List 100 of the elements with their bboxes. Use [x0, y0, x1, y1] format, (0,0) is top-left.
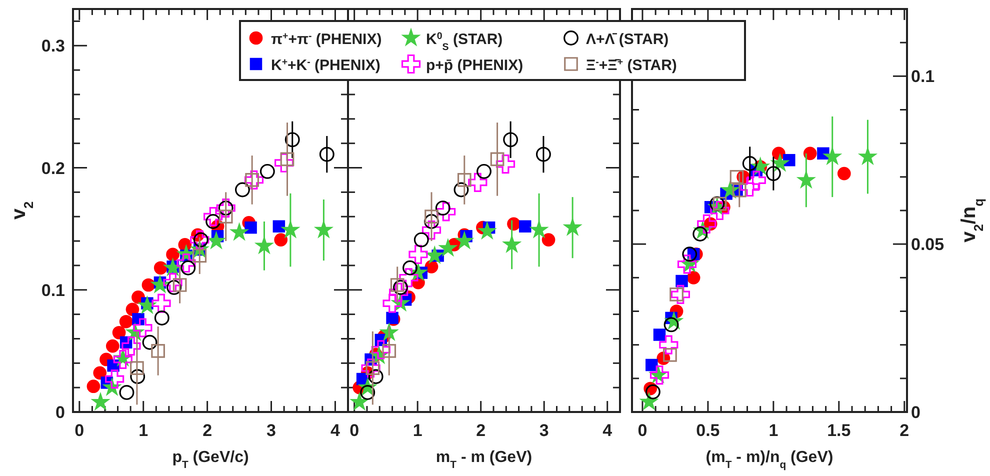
point	[732, 183, 746, 198]
point	[414, 232, 429, 248]
point	[822, 146, 842, 166]
legend-label: K$^{0}$$_{S}$ (STAR)	[426, 30, 503, 52]
x-tick-label: 1	[412, 421, 422, 440]
point	[424, 214, 439, 229]
point	[422, 220, 442, 240]
legend-label: Ξ$^{-}$+Ξ̄$^{+}$ (STAR)	[586, 56, 677, 74]
point	[130, 369, 146, 384]
point	[740, 177, 760, 197]
legend-label: p+p̄ (PHENIX)	[426, 57, 524, 74]
point	[682, 246, 698, 262]
point	[229, 222, 250, 241]
point	[368, 369, 384, 384]
x-tick-label: 4	[330, 421, 340, 440]
x-tick-label: 0	[638, 421, 648, 440]
point	[742, 156, 758, 171]
point	[686, 271, 700, 284]
point	[151, 344, 165, 358]
point	[150, 274, 170, 294]
point	[697, 214, 716, 234]
point	[468, 172, 488, 192]
point	[133, 318, 152, 338]
point	[280, 220, 300, 238]
x-tick-label: 1	[138, 421, 148, 440]
point	[766, 166, 781, 182]
point	[502, 234, 522, 254]
point	[457, 173, 472, 187]
point	[670, 284, 690, 304]
point	[562, 217, 582, 236]
y-tick-label: 0.2	[41, 158, 65, 178]
point	[542, 233, 556, 246]
point	[154, 310, 170, 326]
x-axis-title: m$_{T}$ - m (GeV)	[436, 449, 532, 470]
point	[142, 278, 156, 292]
point	[646, 358, 658, 372]
point	[119, 385, 134, 400]
point	[454, 182, 469, 198]
y-tick-label: 0.1	[41, 280, 65, 300]
point	[244, 170, 264, 190]
point	[382, 344, 396, 358]
y2-tick-label: 0	[911, 403, 920, 422]
point	[746, 170, 766, 190]
point	[436, 202, 456, 222]
point	[142, 334, 158, 350]
point	[382, 294, 402, 313]
point	[645, 384, 660, 400]
x-tick-label: 4	[602, 421, 613, 440]
point	[93, 366, 107, 380]
x-tick-label: 3	[539, 421, 549, 440]
point	[424, 210, 438, 224]
point	[119, 314, 133, 328]
point	[106, 339, 120, 353]
point	[476, 164, 492, 179]
legend-label: K$^{+}$+K$^{-}$ (PHENIX)	[271, 56, 380, 74]
point	[518, 220, 532, 232]
point	[389, 282, 408, 302]
point	[659, 335, 678, 354]
point	[490, 152, 504, 166]
point	[796, 170, 816, 189]
point	[663, 348, 677, 362]
point	[163, 273, 182, 292]
point	[361, 358, 380, 378]
point	[204, 207, 223, 226]
point	[86, 380, 100, 394]
point	[274, 233, 288, 246]
point	[837, 166, 851, 180]
y-tick-label: 0.3	[41, 36, 65, 56]
point	[536, 146, 551, 162]
point	[803, 146, 817, 160]
point	[371, 340, 390, 360]
x-tick-label: 3	[266, 421, 276, 440]
point	[314, 220, 334, 238]
point	[166, 248, 180, 262]
point	[710, 200, 730, 220]
point	[176, 253, 196, 273]
point	[639, 392, 659, 410]
point	[770, 153, 790, 172]
x-tick-label: 1	[768, 421, 778, 440]
point	[274, 153, 294, 172]
point	[260, 164, 275, 179]
x-tick-label: 0	[350, 421, 360, 440]
point	[408, 244, 428, 264]
point	[137, 295, 158, 314]
legend-label: π$^{+}$+π$^{-}$ (PHENIX)	[271, 30, 382, 48]
point	[272, 220, 286, 232]
point	[858, 146, 878, 166]
x-tick-label: 2	[900, 421, 910, 440]
point	[424, 245, 444, 264]
point	[402, 260, 418, 276]
point	[244, 221, 257, 234]
x-tick-label: 0.5	[696, 421, 720, 440]
x-axis-title: (m$_{T}$ - m)/n$_{q}$ (GeV)	[706, 449, 834, 470]
point	[154, 261, 168, 275]
point	[235, 182, 250, 198]
x-axis-title: p$_{T}$ (GeV/c)	[172, 449, 249, 470]
x-tick-label: 0	[74, 421, 84, 440]
point	[529, 220, 549, 238]
point	[503, 132, 518, 148]
point	[350, 392, 370, 411]
